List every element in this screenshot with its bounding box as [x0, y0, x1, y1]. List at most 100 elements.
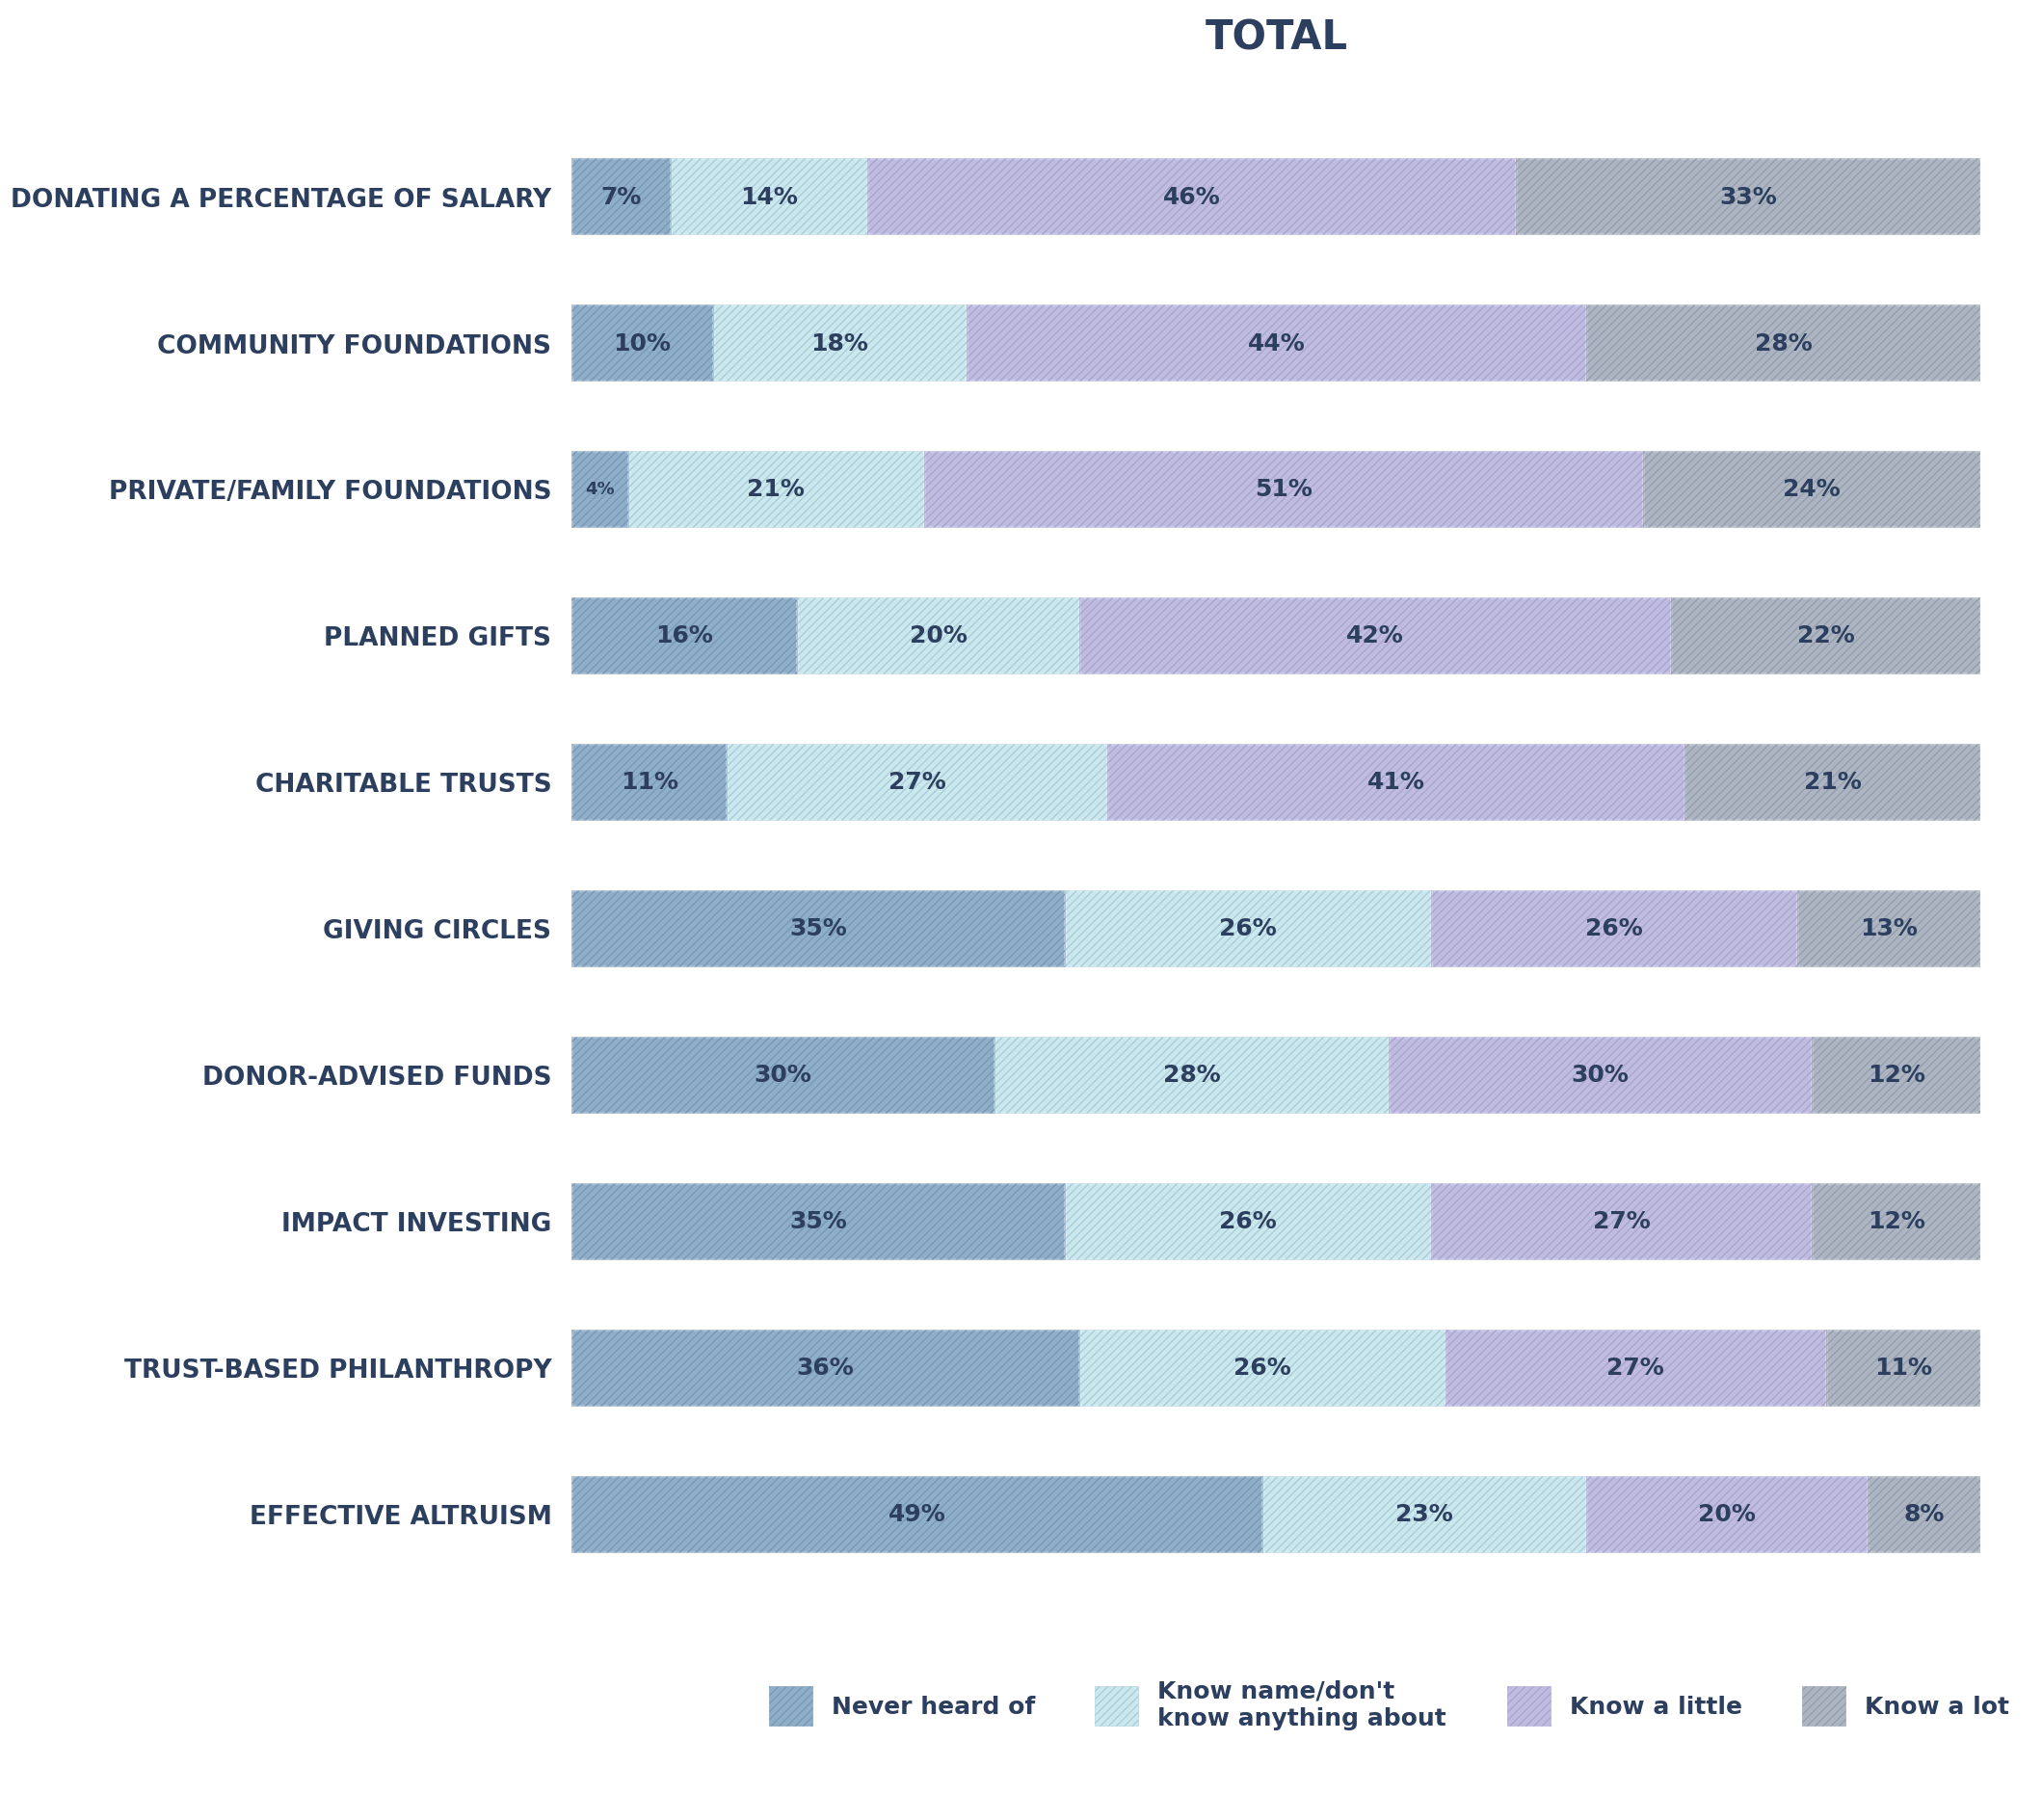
Bar — [1389, 1037, 1811, 1112]
Bar — [1826, 1329, 1981, 1405]
Text: 7%: 7% — [600, 186, 641, 209]
Text: 20%: 20% — [1699, 1502, 1756, 1525]
Text: 46%: 46% — [1164, 186, 1221, 209]
Bar — [572, 306, 713, 382]
Text: 44%: 44% — [1248, 331, 1305, 355]
Bar — [1797, 890, 1981, 966]
Text: 23%: 23% — [1395, 1502, 1454, 1525]
Text: 42%: 42% — [1346, 624, 1403, 648]
Bar — [966, 306, 1587, 382]
Bar — [1811, 1183, 1981, 1259]
Text: 22%: 22% — [1797, 624, 1854, 648]
Bar — [1642, 451, 1981, 528]
Bar — [1431, 1183, 1811, 1259]
Text: 49%: 49% — [888, 1502, 945, 1525]
Bar — [572, 1183, 1066, 1259]
Bar — [1431, 890, 1797, 966]
Bar — [670, 158, 868, 235]
Bar — [1066, 1183, 1431, 1259]
Bar — [1066, 890, 1431, 966]
Bar — [1868, 1476, 1981, 1552]
Text: 14%: 14% — [739, 186, 798, 209]
Bar — [923, 451, 1642, 528]
Bar — [727, 744, 1107, 821]
Text: 11%: 11% — [1875, 1356, 1932, 1380]
Bar — [1811, 1183, 1981, 1259]
Bar — [1587, 1476, 1868, 1552]
Text: 21%: 21% — [747, 479, 805, 500]
Bar — [1811, 1037, 1981, 1112]
Bar — [572, 306, 713, 382]
Text: 20%: 20% — [909, 624, 968, 648]
Text: 36%: 36% — [796, 1356, 854, 1380]
Bar — [572, 744, 727, 821]
Text: 33%: 33% — [1719, 186, 1777, 209]
Bar — [572, 890, 1066, 966]
Text: 10%: 10% — [613, 331, 672, 355]
Bar — [1797, 890, 1981, 966]
Bar — [1078, 599, 1670, 673]
Bar — [1262, 1476, 1587, 1552]
Bar — [572, 451, 629, 528]
Bar — [1262, 1476, 1587, 1552]
Bar — [713, 306, 966, 382]
Bar — [1078, 1329, 1446, 1405]
Bar — [1078, 599, 1670, 673]
Bar — [1446, 1329, 1826, 1405]
Bar — [1587, 306, 1981, 382]
Text: 30%: 30% — [753, 1063, 813, 1087]
Bar — [572, 1329, 1078, 1405]
Text: 16%: 16% — [655, 624, 713, 648]
Text: 26%: 26% — [1219, 917, 1276, 941]
Bar — [572, 451, 629, 528]
Bar — [1811, 1037, 1981, 1112]
Text: 21%: 21% — [1803, 770, 1862, 794]
Text: 27%: 27% — [888, 770, 945, 794]
Text: TOTAL: TOTAL — [1205, 18, 1348, 58]
Bar — [572, 1037, 994, 1112]
Bar — [1826, 1329, 1981, 1405]
Bar — [796, 599, 1078, 673]
Bar — [1515, 158, 1981, 235]
Bar — [727, 744, 1107, 821]
Bar — [1446, 1329, 1826, 1405]
Bar — [796, 599, 1078, 673]
Bar — [1587, 1476, 1868, 1552]
Bar — [994, 1037, 1389, 1112]
Bar — [1389, 1037, 1811, 1112]
Text: 18%: 18% — [811, 331, 868, 355]
Bar — [1431, 890, 1797, 966]
Bar — [1066, 890, 1431, 966]
Bar — [572, 744, 727, 821]
Text: 28%: 28% — [1164, 1063, 1221, 1087]
Text: 8%: 8% — [1903, 1502, 1944, 1525]
Bar — [572, 1476, 1262, 1552]
Text: 12%: 12% — [1866, 1210, 1926, 1232]
Bar — [572, 158, 670, 235]
Text: 35%: 35% — [790, 917, 847, 941]
Bar — [923, 451, 1642, 528]
Bar — [1107, 744, 1685, 821]
Text: 4%: 4% — [586, 480, 615, 499]
Text: 27%: 27% — [1593, 1210, 1650, 1232]
Text: 51%: 51% — [1254, 479, 1313, 500]
Bar — [1670, 599, 1981, 673]
Text: 13%: 13% — [1860, 917, 1917, 941]
Text: 26%: 26% — [1587, 917, 1644, 941]
Bar — [1078, 1329, 1446, 1405]
Bar — [572, 1183, 1066, 1259]
Bar — [1642, 451, 1981, 528]
Text: 26%: 26% — [1219, 1210, 1276, 1232]
Bar — [713, 306, 966, 382]
Bar — [868, 158, 1515, 235]
Bar — [1587, 306, 1981, 382]
Bar — [572, 158, 670, 235]
Bar — [572, 599, 796, 673]
Text: 26%: 26% — [1233, 1356, 1291, 1380]
Bar — [629, 451, 923, 528]
Bar — [1066, 1183, 1431, 1259]
Bar — [1685, 744, 1981, 821]
Bar — [572, 890, 1066, 966]
Bar — [1670, 599, 1981, 673]
Bar — [572, 1476, 1262, 1552]
